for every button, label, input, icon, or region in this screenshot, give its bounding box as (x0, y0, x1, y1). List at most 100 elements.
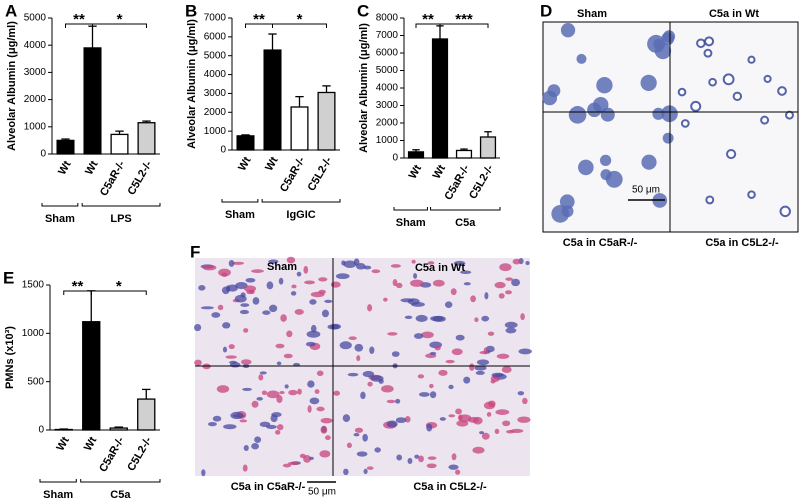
y-tick-label: 2000 (376, 118, 399, 129)
tissue-cell (223, 424, 237, 430)
tissue-cell (343, 260, 357, 268)
tissue-cell (404, 415, 411, 423)
tissue-cell (309, 397, 320, 405)
tissue-cell (448, 414, 456, 418)
x-tick-label: C5aR-/- (278, 155, 308, 195)
bar (56, 139, 75, 155)
x-tick-label: C5aR-/- (97, 435, 127, 475)
tissue-cell (330, 323, 342, 330)
x-tick-label: C5L2-/- (467, 163, 496, 202)
y-tick-label: 1000 (376, 135, 399, 146)
image-label: C5a in Wt (415, 262, 465, 274)
tissue-cell (306, 330, 321, 338)
group-label: C5a (455, 217, 476, 229)
tissue-cell (474, 317, 479, 323)
cell (722, 73, 735, 86)
image-label: C5a in C5L2-/- (413, 481, 487, 493)
tissue-cell (318, 277, 328, 282)
cell (599, 154, 612, 167)
panel-d-image (542, 21, 799, 233)
x-tick-label: Wt (83, 159, 101, 177)
significance-label: *** (455, 11, 473, 28)
significance-label: ** (422, 11, 434, 28)
cell (662, 132, 674, 144)
y-tick-label: 5000 (24, 13, 47, 24)
panel-f-image (194, 256, 532, 483)
bar (263, 49, 282, 151)
cell (568, 106, 587, 124)
panel-letter: F (190, 242, 200, 261)
tissue-cell (290, 291, 297, 296)
tissue-cell (511, 278, 520, 287)
group-label: LPS (110, 213, 131, 225)
significance-label: ** (253, 11, 265, 28)
y-tick-label: 3000 (204, 88, 227, 99)
tissue-cell (429, 383, 434, 389)
tissue-cell (310, 324, 317, 333)
tissue-cell (455, 469, 461, 475)
tissue-cell (487, 331, 495, 336)
tissue-cell (458, 414, 463, 421)
significance-bracket (92, 23, 147, 28)
tissue-cell (434, 345, 441, 351)
y-tick-label: 8000 (376, 13, 399, 24)
tissue-cell (243, 328, 249, 333)
x-tick-label: Wt (236, 155, 254, 173)
tissue-cell (262, 310, 271, 315)
tissue-cell (407, 457, 413, 465)
group-line (393, 207, 428, 211)
tissue-cell (386, 420, 398, 428)
cell (747, 55, 756, 64)
tissue-cell (232, 261, 245, 265)
cell (760, 115, 770, 125)
panel-letter: B (185, 1, 197, 20)
tissue-cell (261, 390, 268, 396)
cell (705, 195, 715, 205)
tissue-cell (522, 397, 528, 405)
tissue-cell (501, 366, 512, 374)
cell (542, 90, 558, 106)
y-axis-label: PMNs (x10³) (4, 326, 16, 389)
tissue-cell (296, 271, 302, 277)
cell (560, 23, 576, 38)
tissue-cell (222, 346, 228, 353)
cell (640, 74, 657, 92)
tissue-cell (242, 387, 252, 392)
cell (704, 36, 715, 47)
tissue-cell (455, 334, 465, 341)
cell (578, 159, 594, 176)
x-tick-label: Wt (82, 435, 100, 453)
tissue-cell (367, 304, 373, 312)
tissue-cell (251, 443, 259, 450)
panel-letter: C (357, 1, 369, 20)
y-tick-label: 500 (27, 376, 44, 387)
tissue-cell (370, 375, 384, 382)
tissue-cell (194, 359, 202, 366)
tissue-cell (228, 259, 235, 267)
tissue-cell (438, 369, 448, 376)
tissue-cell (240, 303, 250, 307)
tissue-cell (310, 291, 325, 298)
bar (137, 398, 156, 431)
tissue-cell (346, 442, 352, 449)
tissue-cell (276, 361, 282, 366)
tissue-cell (445, 359, 455, 364)
tissue-cell (391, 351, 400, 357)
tissue-cell (463, 376, 471, 384)
tissue-cell (294, 309, 304, 315)
tissue-cell (366, 466, 374, 470)
significance-label: * (297, 11, 303, 28)
tissue-cell (304, 280, 315, 285)
group-line (80, 479, 161, 483)
tissue-cell (348, 336, 357, 340)
bar (109, 427, 128, 431)
tissue-cell (504, 321, 518, 329)
tissue-cell (217, 304, 224, 311)
significance-label: ** (72, 278, 84, 295)
tissue-cell (276, 395, 283, 404)
tissue-cell (510, 428, 524, 433)
tissue-cell (343, 468, 349, 476)
y-axis-label: Alveolar Albumin (μg/ml) (186, 19, 198, 149)
y-tick-label: 1000 (204, 126, 227, 137)
